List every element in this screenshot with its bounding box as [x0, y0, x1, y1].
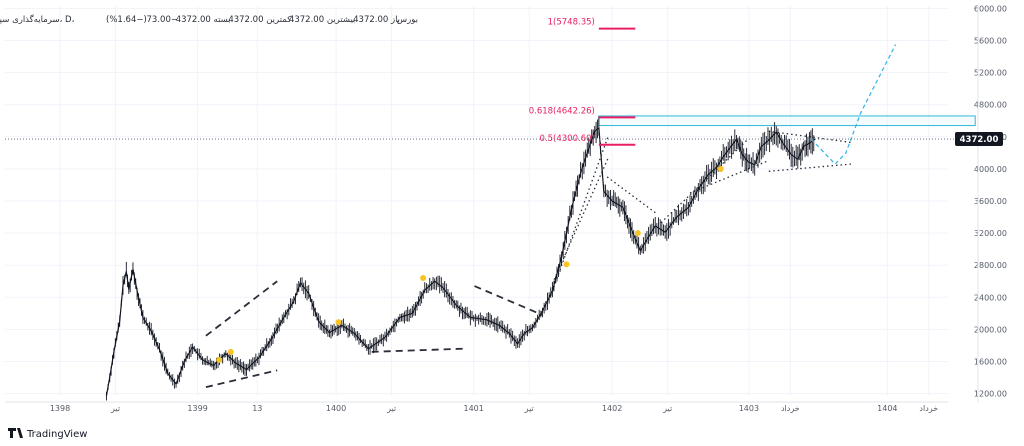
x-tick-label: 1401	[463, 404, 483, 413]
signal-marker	[420, 275, 427, 282]
signal-marker	[227, 348, 234, 355]
y-tick-label: 4000.00	[974, 165, 1007, 174]
fib-level-label: 1(5748.35)	[548, 18, 595, 28]
marker-layer	[216, 165, 724, 363]
y-tick-label: 2000.00	[974, 325, 1007, 334]
signal-marker	[563, 261, 570, 268]
legend-close-value: 4372.00	[176, 15, 211, 25]
x-tick-label: 1400	[326, 404, 346, 413]
last-price-badge	[955, 132, 1003, 147]
tradingview-logo[interactable]: TradingView	[8, 428, 87, 440]
y-tick-label: 2400.00	[974, 293, 1007, 302]
x-tick-label: 1403	[739, 404, 759, 413]
projection-path	[810, 44, 897, 166]
zone-layer	[598, 115, 976, 127]
trendline	[606, 176, 658, 215]
brand-text: TradingView	[26, 429, 87, 440]
x-tick-label: 1404	[877, 404, 897, 413]
legend-low-value: 4372.00	[228, 15, 263, 25]
signal-marker	[717, 165, 724, 172]
trendline	[205, 280, 278, 337]
y-tick-label: 1600.00	[974, 357, 1007, 366]
x-tick-label: خرداد	[781, 404, 800, 413]
signal-marker	[216, 356, 223, 363]
trendline	[371, 347, 465, 353]
y-tick-label: 4800.00	[974, 101, 1007, 110]
legend-high-value: 4372.00	[289, 15, 324, 25]
projection-layer	[810, 44, 897, 166]
x-tick-label: 1399	[187, 404, 207, 413]
y-tick-label: 3200.00	[974, 229, 1007, 238]
trendline	[474, 285, 543, 316]
y-tick-label: 5200.00	[974, 69, 1007, 78]
legend-close-label: بسته	[214, 15, 231, 25]
price-series-layer	[105, 116, 816, 401]
x-tick-label: تیر	[386, 404, 396, 413]
tradingview-logo-icon	[8, 428, 23, 438]
trendline	[768, 163, 851, 172]
grid-layer	[5, 6, 948, 396]
legend-change-value: −73.00	[147, 15, 178, 25]
fib-level-label: 0.618(4642.26)	[529, 106, 595, 116]
fib-layer: 0.618(4642.26) 0.5(4300.60) 1(5748.35)	[529, 18, 636, 146]
x-tick-label: خرداد	[919, 404, 938, 413]
legend-ohlc: سرمایه‌گذاری سپه، 1، D، بورس باز 4372.00…	[0, 14, 418, 25]
fib-level-label: 0.5(4300.60)	[540, 134, 595, 144]
legend-open-value: 4372.00	[353, 15, 388, 25]
x-tick-label: 13	[252, 404, 262, 413]
x-tick-label: 1402	[602, 404, 622, 413]
axis-layer: 1200.00 1600.00 2000.00 2400.00 2800.00 3200.…	[5, 4, 1007, 413]
legend-high-label: بیشترین	[327, 15, 356, 25]
x-tick-label: تیر	[662, 404, 672, 413]
trendline	[205, 369, 278, 389]
x-tick-label: تیر	[524, 404, 534, 413]
x-tick-label: تیر	[110, 404, 120, 413]
last-price-label: 4372.00	[960, 135, 999, 145]
y-tick-label: 6000.00	[974, 4, 1007, 13]
legend-low-label: کمترین	[266, 15, 292, 25]
y-tick-label: 3600.00	[974, 197, 1007, 206]
y-tick-label: 1200.00	[974, 390, 1007, 399]
y-tick-label: 2800.00	[974, 261, 1007, 270]
x-tick-label: 1398	[50, 404, 70, 413]
signal-marker	[335, 319, 342, 326]
resistance-zone	[598, 115, 976, 127]
y-tick-label: 5600.00	[974, 37, 1007, 46]
signal-marker	[634, 230, 641, 237]
legend-change-pct: (−1.64%)	[106, 15, 147, 25]
